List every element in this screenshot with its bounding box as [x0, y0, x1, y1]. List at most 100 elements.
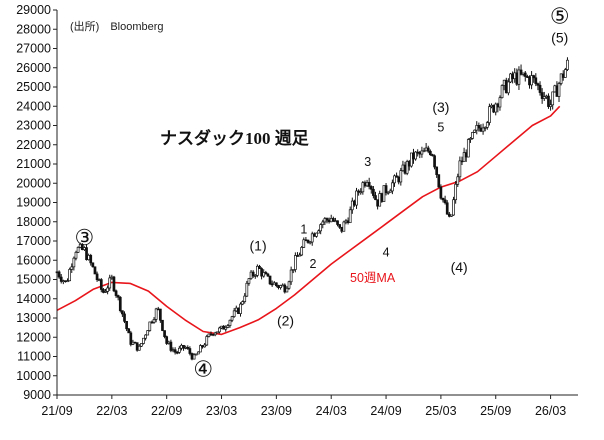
- candle-body: [340, 226, 344, 232]
- candle-body: [298, 254, 301, 257]
- candle-body: [559, 73, 563, 84]
- candle-body: [220, 325, 223, 329]
- candle-body: [473, 129, 476, 133]
- chart-title: ナスダック100 週足: [160, 128, 309, 148]
- candle-body: [526, 76, 529, 78]
- candle-body: [372, 188, 375, 196]
- x-tick-label: 26/03: [535, 404, 566, 418]
- candle-body: [74, 251, 78, 259]
- x-tick-label: 25/03: [425, 404, 456, 418]
- x-tick-label: 24/09: [370, 404, 401, 418]
- y-tick-label: 23000: [16, 119, 51, 133]
- candle-body: [488, 106, 491, 123]
- candle-body: [549, 104, 552, 107]
- candle-body: [336, 220, 339, 225]
- candle-body: [412, 152, 415, 160]
- axes-layer: [56, 10, 578, 396]
- candle-body: [319, 224, 323, 232]
- candle-body: [511, 73, 514, 80]
- candle-body: [291, 269, 295, 271]
- candle-body: [483, 127, 487, 129]
- candle-body: [156, 308, 160, 311]
- candle-body: [517, 69, 521, 85]
- candle-body: [563, 69, 567, 78]
- candle-body: [530, 75, 533, 86]
- candle-body: [439, 186, 443, 199]
- candle-body: [146, 330, 150, 336]
- y-tick-label: 29000: [16, 3, 51, 17]
- candle-body: [376, 199, 379, 207]
- candle-body: [72, 257, 76, 268]
- candle-body: [188, 348, 192, 354]
- candle-body: [561, 73, 565, 78]
- candle-body: [393, 175, 396, 184]
- candle-body: [317, 230, 320, 234]
- candle-body: [431, 154, 434, 157]
- candle-body: [262, 272, 266, 277]
- candle-body: [355, 190, 358, 206]
- candle-body: [237, 307, 240, 314]
- candle-body: [159, 308, 162, 321]
- candle-body: [68, 269, 72, 282]
- candle-body: [553, 85, 557, 93]
- candle-body: [283, 284, 287, 293]
- x-tick-label: 22/03: [96, 404, 127, 418]
- y-tick-label: 25000: [16, 80, 51, 94]
- y-tick-label: 21000: [16, 157, 51, 171]
- candle-body: [218, 327, 221, 333]
- candle-body: [378, 193, 382, 207]
- y-tick-label: 14000: [16, 292, 51, 306]
- candle-body: [386, 191, 390, 194]
- candle-body: [397, 176, 401, 183]
- candle-body: [361, 182, 365, 193]
- candle-body: [329, 218, 333, 223]
- candle-body: [435, 166, 439, 176]
- candle-body: [395, 175, 398, 178]
- x-tick-label: 24/03: [316, 404, 347, 418]
- candle-body: [97, 279, 101, 281]
- candle-body: [241, 301, 244, 305]
- candle-body: [144, 334, 147, 339]
- candle-body: [61, 280, 65, 283]
- candle-body: [129, 332, 133, 345]
- candle-body: [363, 182, 367, 187]
- candle-body: [507, 81, 510, 94]
- candle-body: [475, 125, 479, 131]
- candle-body: [203, 344, 207, 348]
- candle-body: [196, 351, 200, 355]
- candle-body: [477, 125, 481, 129]
- candle-body: [272, 282, 276, 285]
- candle-body: [342, 221, 346, 232]
- candle-body: [357, 190, 360, 193]
- candle-body: [479, 127, 483, 132]
- candle-body: [80, 243, 84, 251]
- candle-body: [528, 76, 531, 86]
- y-tick-label: 20000: [16, 176, 51, 190]
- candle-body: [410, 152, 413, 167]
- y-tick-label: 15000: [16, 273, 51, 287]
- candle-body: [302, 239, 306, 248]
- candle-body: [547, 95, 550, 107]
- candle-body: [104, 291, 107, 293]
- candle-body: [171, 349, 175, 352]
- candle-body: [137, 345, 141, 351]
- wave-annotation: 1: [300, 222, 307, 236]
- candle-body: [315, 232, 318, 237]
- candle-body: [469, 138, 472, 140]
- wave-annotation: (1): [250, 238, 267, 254]
- y-tick-label: 10000: [16, 369, 51, 383]
- candle-body: [177, 347, 181, 353]
- candle-body: [456, 176, 460, 185]
- candle-body: [64, 280, 67, 283]
- candle-body: [523, 72, 527, 77]
- candle-body: [498, 97, 502, 108]
- candle-body: [57, 271, 61, 278]
- candle-body: [140, 343, 143, 347]
- candle-body: [163, 330, 166, 337]
- candle-body: [230, 316, 234, 321]
- candle-body: [350, 200, 354, 211]
- x-tick-label: 22/09: [151, 404, 182, 418]
- candle-body: [114, 290, 118, 296]
- candle-body: [464, 152, 468, 158]
- candle-body: [538, 84, 542, 93]
